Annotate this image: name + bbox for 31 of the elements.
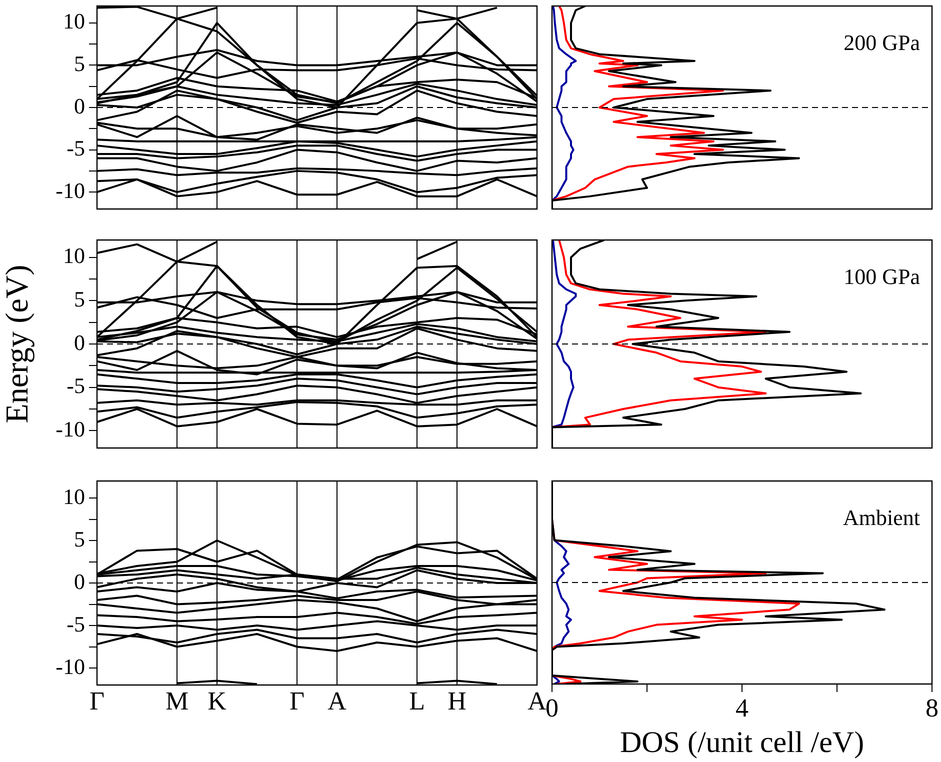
y-tick-label: -10 <box>56 654 85 679</box>
y-tick-label: 5 <box>74 286 85 312</box>
y-tick-label: -5 <box>66 611 85 636</box>
x-tick-label: 8 <box>926 693 938 722</box>
y-tick-label: 0 <box>74 330 85 355</box>
x-tick-label: Γ <box>89 686 105 716</box>
annotation: Ambient <box>843 504 920 530</box>
y-tick-label: -10 <box>56 178 85 203</box>
x-tick-label: H <box>448 686 467 716</box>
x-axis-title: DOS (/unit cell /eV) <box>620 726 864 759</box>
annotation: 100 GPa <box>844 264 920 289</box>
x-tick-label: 0 <box>546 693 558 722</box>
y-tick-label: -5 <box>66 373 85 398</box>
y-tick-label: 5 <box>74 50 85 76</box>
y-axis-title: Energy (eV) <box>0 264 35 424</box>
y-tick-label: 5 <box>74 526 85 552</box>
x-tick-label: A <box>528 686 547 716</box>
y-tick-label: 0 <box>74 568 85 594</box>
annotation: 200 GPa <box>844 30 920 55</box>
y-tick-label: -5 <box>66 136 85 161</box>
y-tick-label: 10 <box>63 8 85 34</box>
x-tick-label: A <box>328 686 347 716</box>
y-tick-label: 10 <box>63 484 85 509</box>
y-tick-label: -10 <box>56 416 85 442</box>
x-tick-label: 4 <box>736 693 748 722</box>
x-tick-label: M <box>165 686 189 716</box>
y-tick-label: 0 <box>74 93 85 118</box>
x-tick-label: Γ <box>289 686 305 716</box>
y-tick-label: 10 <box>63 243 85 268</box>
x-tick-label: L <box>409 686 425 716</box>
x-tick-label: K <box>208 686 227 716</box>
